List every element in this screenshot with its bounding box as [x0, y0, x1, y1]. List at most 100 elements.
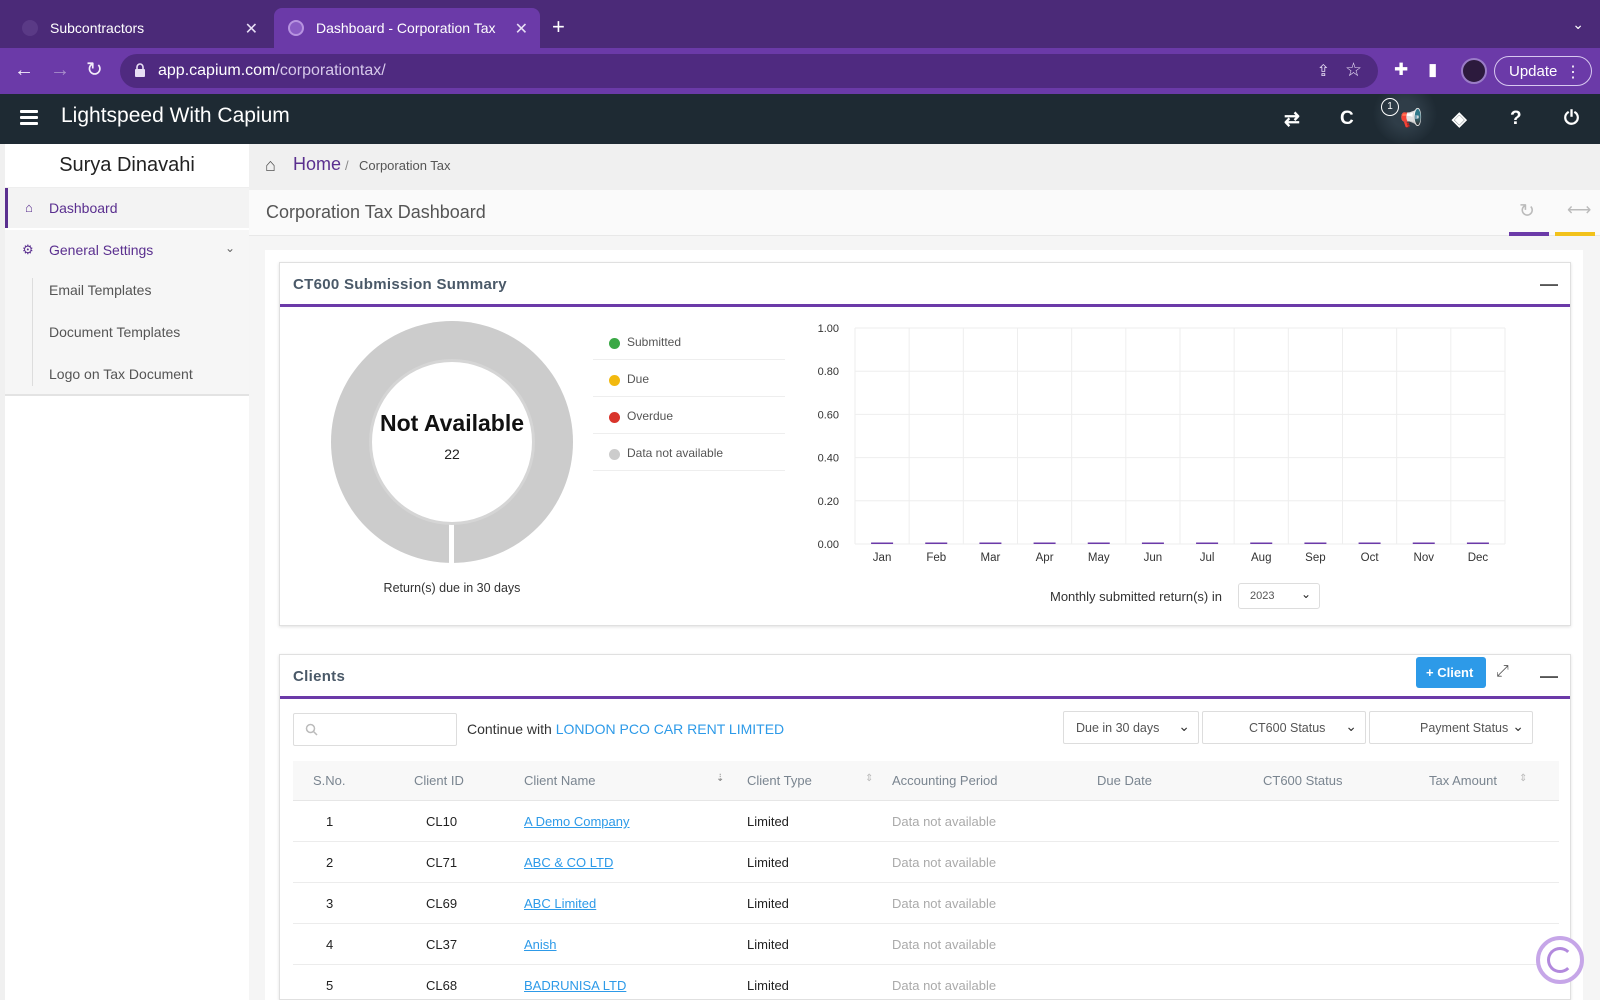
chart-bar-mar[interactable] [979, 542, 1002, 545]
chart-bar-may[interactable] [1087, 542, 1110, 545]
legend-label: Data not available [627, 446, 724, 460]
extensions-icon[interactable]: ✚ [1394, 60, 1409, 79]
x-tick-label: Mar [981, 552, 1001, 564]
chart-bar-feb[interactable] [925, 542, 948, 545]
continue-client-link[interactable]: LONDON PCO CAR RENT LIMITED [555, 721, 785, 737]
legend-dot [609, 338, 620, 349]
home-icon: ⌂ [265, 155, 276, 175]
x-tick-label: Jul [1200, 552, 1215, 564]
chart-bar-oct[interactable] [1358, 542, 1381, 545]
refresh-icon[interactable]: ↻ [1519, 201, 1535, 222]
chart-bar-sep[interactable] [1304, 542, 1327, 545]
bookmark-star-icon[interactable]: ☆ [1344, 60, 1362, 81]
minimize-icon[interactable]: — [1540, 666, 1558, 686]
due-filter-select[interactable]: Due in 30 days ⌄ [1063, 711, 1199, 744]
sidebar-item-logo-on-tax-document[interactable]: Logo on Tax Document [49, 366, 193, 382]
chart-bar-dec[interactable] [1466, 542, 1489, 545]
favicon-icon [22, 20, 38, 36]
cell-sno: 2 [326, 855, 334, 870]
profile-avatar[interactable] [1461, 58, 1487, 84]
client-name-link[interactable]: A Demo Company [524, 814, 630, 829]
browser-tab-strip: Subcontractors ✕ Dashboard - Corporation… [0, 0, 1600, 48]
chart-bar-jun[interactable] [1141, 542, 1164, 545]
filter-value: CT600 Status [1249, 721, 1326, 735]
sort-icon[interactable]: ⇕ [1519, 773, 1528, 784]
capium-icon[interactable]: C [1340, 108, 1354, 129]
monthly-returns-bar-chart: 1.00 0.80 0.60 0.40 0.20 0.00 Jan Feb Mar Apr May J… [818, 323, 1506, 564]
new-tab-icon[interactable]: + [552, 14, 565, 39]
col-due-date[interactable]: Due Date [1097, 773, 1152, 788]
client-name-link[interactable]: ABC & CO LTD [524, 855, 614, 870]
chart-bar-apr[interactable] [1033, 542, 1056, 545]
y-tick-label: 1.00 [818, 323, 839, 335]
table-row: 2 CL71 ABC & CO LTD Limited Data not ava… [293, 842, 1559, 883]
sidebar-item-general-settings[interactable]: ⚙ General Settings ⌄ [5, 230, 249, 270]
table-row: 3 CL69 ABC Limited Limited Data not avai… [293, 883, 1559, 924]
clients-table: S.No. Client ID Client Name ⇣ Client Typ… [293, 761, 1559, 1000]
address-bar[interactable]: app.capium.com/corporationtax/ ⇪ ☆ [120, 54, 1378, 88]
update-button[interactable]: Update ⋮ [1494, 56, 1592, 86]
client-name-link[interactable]: Anish [524, 937, 557, 952]
sort-icon[interactable]: ⇕ [865, 773, 874, 784]
page-title: Corporation Tax Dashboard [266, 202, 486, 222]
expand-width-icon[interactable]: ⟷ [1567, 200, 1592, 219]
breadcrumb-home-link[interactable]: Home [293, 154, 342, 174]
browser-tab-dashboard[interactable]: Dashboard - Corporation Tax ✕ [274, 8, 540, 48]
client-name-link[interactable]: ABC Limited [524, 896, 597, 911]
minimize-icon[interactable]: — [1540, 274, 1558, 294]
client-name-link[interactable]: BADRUNISA LTD [524, 978, 627, 993]
app-header: Lightspeed With Capium ⇄ C 1 📢 ◈ ? ⏻ [0, 94, 1600, 144]
sort-desc-icon[interactable]: ⇣ [716, 773, 725, 784]
sidebar-item-document-templates[interactable]: Document Templates [49, 324, 181, 340]
sidebar-item-label: Dashboard [49, 200, 118, 216]
year-select[interactable]: 2023 ⌄ [1238, 583, 1320, 609]
forward-icon[interactable]: → [50, 59, 70, 81]
sidebar-item-dashboard[interactable]: ⌂ Dashboard [5, 188, 249, 228]
tab-search-chevron-icon[interactable]: ⌄ [1572, 16, 1584, 32]
chart-bar-nov[interactable] [1412, 542, 1435, 545]
payment-status-filter-select[interactable]: Payment Status ⌄ [1369, 711, 1533, 744]
menu-dots-icon: ⋮ [1565, 64, 1581, 81]
table-row: 5 CL68 BADRUNISA LTD Limited Data not av… [293, 965, 1559, 1000]
url-text: app.capium.com/corporationtax/ [158, 62, 386, 79]
ct600-status-filter-select[interactable]: CT600 Status ⌄ [1202, 711, 1366, 744]
breadcrumb: ⌂ Home / Corporation Tax [249, 144, 1600, 190]
col-client-name[interactable]: Client Name [524, 773, 596, 788]
cell-client-id: CL10 [426, 814, 458, 829]
client-search-input[interactable] [293, 713, 457, 746]
reload-icon[interactable]: ↻ [86, 59, 103, 81]
power-icon[interactable]: ⏻ [1564, 108, 1580, 129]
returns-donut-chart: Not Available 22 [331, 321, 573, 563]
close-tab-icon[interactable]: ✕ [244, 21, 258, 38]
close-tab-icon[interactable]: ✕ [514, 21, 528, 38]
col-ct600-status[interactable]: CT600 Status [1263, 773, 1343, 788]
user-name: Surya Dinavahi [5, 144, 249, 188]
chart-bar-jul[interactable] [1196, 542, 1219, 545]
hamburger-menu-icon[interactable] [20, 110, 38, 128]
browser-toolbar: ← → ↻ app.capium.com/corporationtax/ ⇪ ☆… [0, 48, 1600, 94]
chart-bar-aug[interactable] [1250, 542, 1273, 545]
x-tick-label: Aug [1251, 552, 1271, 564]
switch-icon[interactable]: ⇄ [1284, 109, 1300, 130]
col-accounting-period[interactable]: Accounting Period [892, 773, 998, 788]
col-tax-amount[interactable]: Tax Amount [1429, 773, 1497, 788]
ticket-icon[interactable]: ◈ [1452, 109, 1467, 130]
side-panel-icon[interactable]: ▮ [1428, 60, 1438, 79]
announcement-icon: 📢 [1400, 108, 1423, 128]
legend-item-overdue: Overdue [593, 397, 785, 434]
col-sno[interactable]: S.No. [313, 773, 346, 788]
add-client-button[interactable]: + Client [1416, 657, 1486, 688]
donut-count: 22 [444, 446, 460, 462]
col-client-id[interactable]: Client ID [414, 773, 464, 788]
browser-tab-subcontractors[interactable]: Subcontractors ✕ [8, 8, 270, 48]
help-icon[interactable]: ? [1510, 108, 1522, 129]
filter-value: Payment Status [1420, 721, 1509, 735]
x-tick-label: Oct [1361, 552, 1380, 564]
chart-bar-jan[interactable] [871, 542, 894, 545]
share-icon[interactable]: ⇪ [1316, 63, 1330, 80]
col-client-type[interactable]: Client Type [747, 773, 812, 788]
sidebar-item-email-templates[interactable]: Email Templates [49, 282, 152, 298]
fullscreen-icon[interactable]: ⤢ [1496, 663, 1509, 680]
back-icon[interactable]: ← [14, 59, 34, 81]
announcement-button[interactable]: 1 📢 [1372, 94, 1438, 144]
